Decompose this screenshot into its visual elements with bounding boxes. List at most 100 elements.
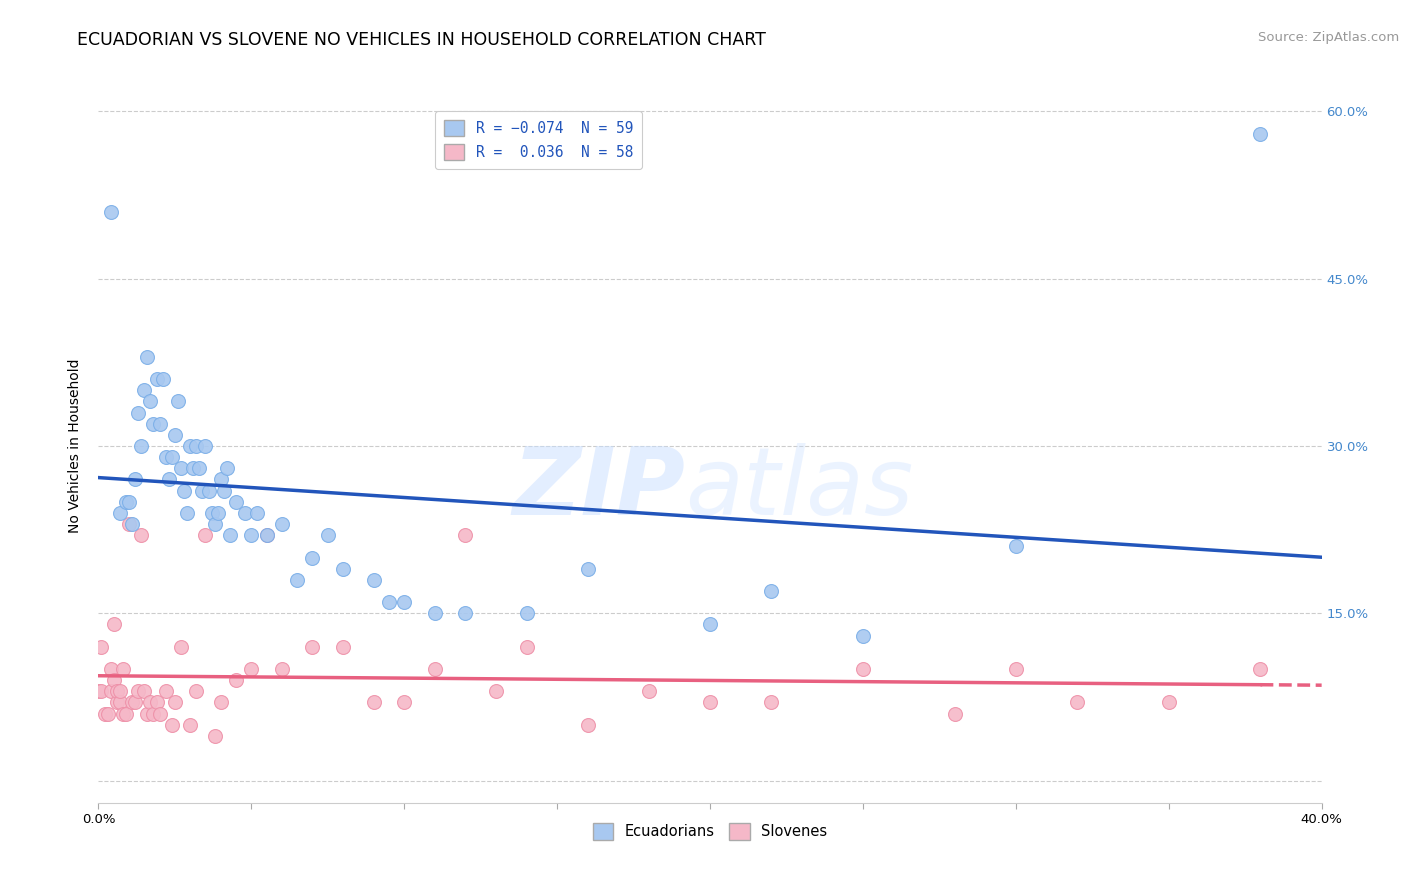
- Point: [1004, 539, 1026, 553]
- Point: [136, 350, 159, 364]
- Point: [149, 706, 172, 721]
- Point: [100, 204, 122, 219]
- Point: [332, 640, 354, 654]
- Point: [204, 516, 226, 531]
- Point: [233, 506, 256, 520]
- Point: [316, 528, 339, 542]
- Point: [699, 617, 721, 632]
- Point: [124, 696, 146, 710]
- Point: [363, 573, 385, 587]
- Point: [1157, 696, 1180, 710]
- Point: [176, 506, 198, 520]
- Legend: Ecuadorians, Slovenes: Ecuadorians, Slovenes: [586, 817, 834, 846]
- Point: [270, 662, 292, 676]
- Point: [209, 696, 232, 710]
- Point: [363, 696, 385, 710]
- Text: ECUADORIAN VS SLOVENE NO VEHICLES IN HOUSEHOLD CORRELATION CHART: ECUADORIAN VS SLOVENE NO VEHICLES IN HOU…: [77, 31, 766, 49]
- Point: [1066, 696, 1088, 710]
- Text: ZIP: ZIP: [513, 442, 686, 535]
- Point: [170, 461, 193, 475]
- Point: [194, 528, 217, 542]
- Point: [699, 696, 721, 710]
- Point: [90, 684, 112, 698]
- Point: [111, 706, 134, 721]
- Point: [121, 696, 143, 710]
- Point: [103, 673, 125, 687]
- Point: [392, 696, 416, 710]
- Point: [943, 706, 966, 721]
- Point: [108, 696, 131, 710]
- Point: [145, 372, 167, 386]
- Point: [852, 662, 875, 676]
- Point: [124, 472, 146, 486]
- Point: [1249, 127, 1271, 141]
- Point: [209, 472, 232, 486]
- Point: [105, 684, 128, 698]
- Point: [136, 706, 159, 721]
- Point: [181, 461, 204, 475]
- Point: [186, 439, 208, 453]
- Point: [225, 673, 247, 687]
- Point: [759, 696, 782, 710]
- Point: [105, 696, 128, 710]
- Point: [256, 528, 278, 542]
- Point: [100, 684, 122, 698]
- Point: [108, 684, 131, 698]
- Point: [240, 528, 263, 542]
- Point: [179, 439, 201, 453]
- Point: [115, 706, 138, 721]
- Point: [139, 394, 162, 409]
- Point: [454, 607, 477, 621]
- Point: [759, 583, 782, 598]
- Point: [121, 516, 143, 531]
- Point: [160, 450, 183, 464]
- Point: [212, 483, 235, 498]
- Point: [204, 729, 226, 743]
- Point: [186, 684, 208, 698]
- Point: [516, 607, 538, 621]
- Text: atlas: atlas: [686, 443, 914, 534]
- Point: [139, 696, 162, 710]
- Point: [173, 483, 195, 498]
- Point: [576, 562, 599, 576]
- Point: [160, 717, 183, 731]
- Point: [240, 662, 263, 676]
- Point: [170, 640, 193, 654]
- Y-axis label: No Vehicles in Household: No Vehicles in Household: [69, 359, 83, 533]
- Point: [118, 516, 141, 531]
- Point: [152, 372, 174, 386]
- Point: [115, 494, 138, 508]
- Point: [155, 684, 177, 698]
- Point: [129, 439, 152, 453]
- Point: [246, 506, 269, 520]
- Point: [576, 717, 599, 731]
- Point: [93, 706, 115, 721]
- Point: [378, 595, 401, 609]
- Point: [197, 483, 219, 498]
- Point: [163, 696, 186, 710]
- Point: [142, 706, 165, 721]
- Point: [637, 684, 661, 698]
- Point: [100, 662, 122, 676]
- Point: [179, 717, 201, 731]
- Point: [129, 528, 152, 542]
- Point: [194, 439, 217, 453]
- Point: [207, 506, 229, 520]
- Point: [1004, 662, 1026, 676]
- Point: [225, 494, 247, 508]
- Point: [852, 628, 875, 642]
- Point: [127, 684, 149, 698]
- Point: [163, 427, 186, 442]
- Point: [285, 573, 308, 587]
- Point: [103, 617, 125, 632]
- Point: [256, 528, 278, 542]
- Point: [423, 607, 446, 621]
- Point: [219, 528, 242, 542]
- Point: [191, 483, 214, 498]
- Point: [157, 472, 180, 486]
- Point: [1249, 662, 1271, 676]
- Point: [301, 640, 323, 654]
- Point: [188, 461, 211, 475]
- Point: [142, 417, 165, 431]
- Point: [97, 706, 120, 721]
